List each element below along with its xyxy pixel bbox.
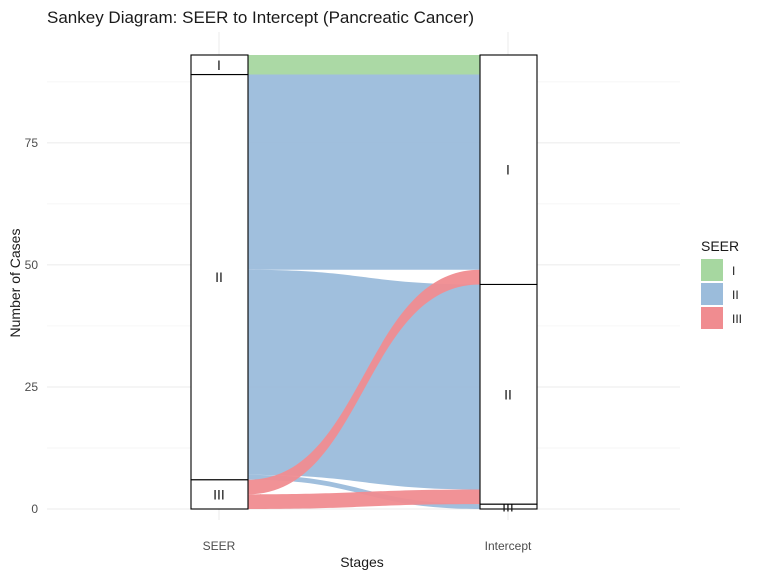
- y-tick-label: 25: [25, 380, 39, 394]
- stratum-intercept-i: [479, 54, 538, 285]
- y-tick-label: 0: [31, 502, 38, 516]
- flow-iii-to-ii: [248, 489, 480, 509]
- y-axis-title: Number of Cases: [7, 229, 23, 338]
- x-axis-ticks: SEER Intercept: [203, 539, 532, 553]
- stratum-label: II: [504, 386, 512, 402]
- flows: [248, 55, 480, 509]
- legend-label: I: [732, 264, 735, 278]
- flow-i-to-i: [248, 55, 480, 75]
- legend-swatch: [701, 283, 723, 305]
- stratum-label: I: [506, 162, 510, 178]
- stratum-intercept-ii: [479, 283, 538, 505]
- legend-title: SEER: [701, 238, 739, 254]
- stratum-seer-iii: [190, 479, 249, 510]
- stratum-label: I: [217, 57, 221, 73]
- stratum-seer-i: [190, 54, 249, 76]
- chart-title: Sankey Diagram: SEER to Intercept (Pancr…: [47, 8, 474, 27]
- stratum-label: II: [215, 269, 223, 285]
- y-tick-label: 50: [25, 258, 39, 272]
- y-axis-ticks: 0 25 50 75: [25, 136, 39, 516]
- legend-swatch: [701, 307, 723, 329]
- stratum-label: III: [502, 499, 514, 515]
- stratum-label: III: [213, 486, 225, 502]
- flow-iii-to-i: [248, 269, 480, 495]
- x-tick-label: Intercept: [485, 539, 532, 553]
- x-axis-title: Stages: [340, 554, 384, 570]
- y-tick-label: 75: [25, 136, 39, 150]
- stratum-seer-ii: [190, 73, 249, 481]
- flow-ii-to-i: [248, 74, 480, 270]
- x-tick-label: SEER: [203, 539, 236, 553]
- legend-label: II: [732, 288, 739, 302]
- legend-swatch: [701, 259, 723, 281]
- legend-label: III: [732, 312, 742, 326]
